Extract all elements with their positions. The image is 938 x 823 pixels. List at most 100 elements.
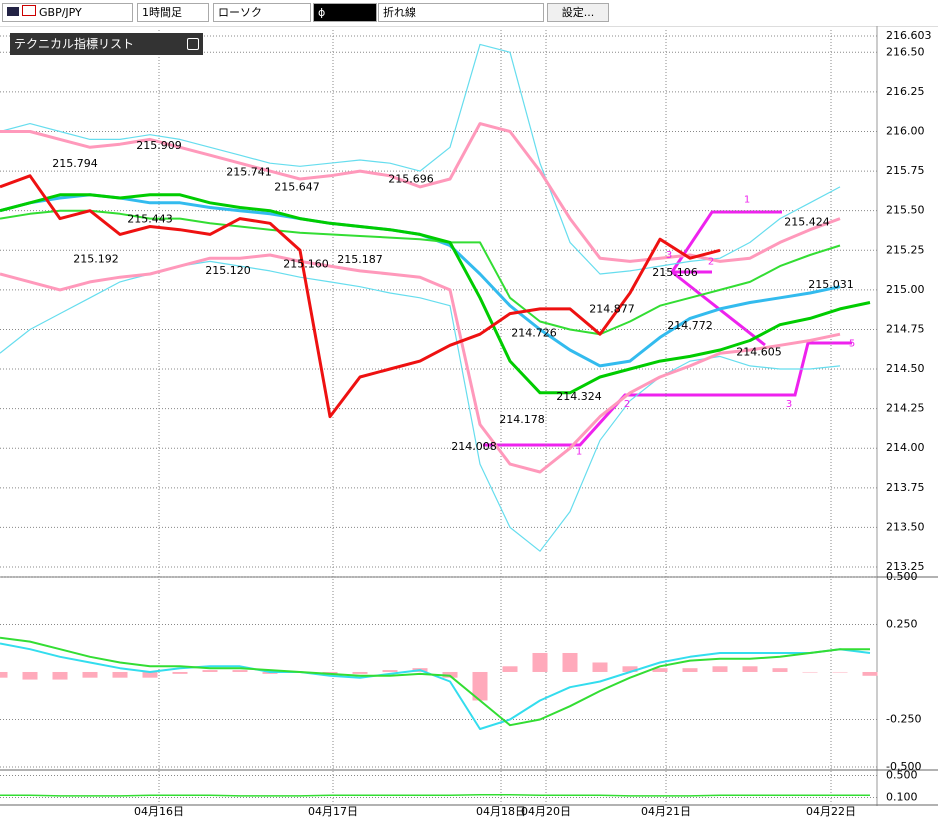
pair-select[interactable]: GBP/JPY	[2, 3, 133, 22]
y-tick-label: 0.500	[886, 769, 918, 782]
line-style: 折れ線	[383, 6, 416, 19]
price-annotation: 214.605	[736, 345, 782, 358]
x-tick-label: 04月22日	[806, 805, 856, 818]
histogram-bar	[22, 671, 38, 680]
y-tick-label: 214.50	[886, 362, 925, 375]
price-annotation: 214.178	[499, 413, 545, 426]
y-tick-label: 0.500	[886, 570, 918, 583]
wave-label: 1	[744, 195, 750, 206]
histogram-bar	[0, 671, 8, 678]
histogram-bar	[52, 671, 68, 680]
wave-label: 2	[708, 256, 714, 267]
series-line	[0, 174, 721, 419]
price-annotation: 214.324	[556, 390, 602, 403]
y-tick-label: 213.75	[886, 481, 925, 494]
y-tick-label: 215.00	[886, 283, 925, 296]
y-tick-label: 215.50	[886, 204, 925, 217]
histogram-bar	[82, 671, 98, 678]
series-line	[0, 636, 870, 727]
y-tick-label: 214.00	[886, 441, 925, 454]
price-annotation: 215.160	[283, 258, 329, 271]
symbol: ϕ	[318, 6, 326, 19]
line-style-select[interactable]: 折れ線	[378, 3, 544, 22]
chart-style: ローソク	[218, 6, 262, 19]
wave-label: 3	[786, 399, 792, 410]
y-tick-label: 0.100	[886, 791, 918, 804]
histogram-bar	[772, 668, 788, 672]
histogram-bar	[232, 670, 248, 672]
pair: GBP/JPY	[39, 6, 82, 19]
series-line	[0, 193, 871, 395]
price-annotation: 215.443	[127, 213, 173, 226]
y-tick-label: 215.25	[886, 243, 925, 256]
histogram-bar	[562, 652, 578, 672]
y-tick-label: 214.25	[886, 402, 925, 415]
timeframe-select[interactable]: 1時間足	[137, 3, 209, 22]
price-annotation: 215.120	[205, 264, 251, 277]
price-annotation: 215.106	[652, 266, 698, 279]
price-annotation: 215.741	[226, 166, 272, 179]
price-annotation: 215.647	[274, 180, 320, 193]
series-line	[0, 122, 841, 263]
settings: 設定...	[561, 6, 595, 19]
histogram-bar	[532, 652, 548, 672]
series-line	[0, 794, 870, 797]
y-tick-label: 213.50	[886, 520, 925, 533]
price-annotation: 214.772	[667, 319, 713, 332]
y-tick-label: 216.603	[886, 29, 932, 42]
y-tick-label: 216.50	[886, 45, 925, 58]
y-tick-label: 216.00	[886, 124, 925, 137]
toolbar: GBP/JPY 1時間足 ローソク ϕ 折れ線 設定...	[0, 0, 938, 27]
wave-label: 2	[624, 399, 630, 410]
price-annotation: 215.031	[808, 278, 854, 291]
y-tick-label: 0.250	[886, 617, 918, 630]
y-tick-label: 216.25	[886, 85, 925, 98]
series-line	[0, 642, 871, 730]
y-tick-label: 215.75	[886, 164, 925, 177]
histogram-bar	[502, 666, 518, 672]
histogram-bar	[472, 671, 488, 701]
histogram-bar	[862, 671, 878, 676]
price-annotation: 215.909	[136, 139, 182, 152]
y-tick-label: -0.250	[886, 712, 921, 725]
histogram-bar	[682, 668, 698, 672]
y-tick-label: -0.500	[886, 760, 921, 773]
chart: 213.25 213.50 213.75 214.00 214.25 214.50 214.…	[0, 26, 938, 818]
plot-root: 213.25 213.50 213.75 214.00 214.25 214.50 214.…	[0, 26, 938, 818]
indicator-panel[interactable]: テクニカル指標リスト	[10, 33, 203, 55]
wave-label: 1	[576, 446, 582, 457]
price-annotation: 215.424	[784, 216, 830, 229]
price-annotation: 215.794	[52, 157, 98, 170]
x-tick-label: 04月16日	[134, 805, 184, 818]
histogram-bar	[382, 670, 398, 672]
price-annotation: 214.726	[511, 326, 557, 339]
series-line	[0, 43, 841, 275]
histogram-bar	[202, 670, 218, 672]
y-tick-label: 213.25	[886, 560, 925, 573]
x-tick-label: 04月18日	[476, 805, 526, 818]
price-annotation: 214.877	[589, 302, 635, 315]
histogram-bar	[832, 671, 848, 673]
wave-label: 3	[666, 250, 672, 261]
histogram-bar	[172, 671, 188, 674]
y-tick-label: 214.75	[886, 322, 925, 335]
symbol-select[interactable]: ϕ	[313, 3, 377, 22]
x-tick-label: 04月20日	[521, 805, 571, 818]
settings-button[interactable]: 設定...	[547, 3, 609, 22]
histogram-bar	[352, 671, 368, 674]
series-line	[0, 209, 841, 336]
price-annotation: 215.696	[388, 173, 434, 186]
price-annotation: 215.187	[337, 253, 383, 266]
histogram-bar	[622, 666, 638, 672]
histogram-bar	[712, 666, 728, 672]
wave-label: 5	[849, 339, 855, 350]
histogram-bar	[592, 662, 608, 672]
timeframe: 1時間足	[142, 6, 182, 19]
series-line	[0, 253, 841, 474]
x-tick-label: 04月17日	[308, 805, 358, 818]
price-annotation: 215.192	[73, 252, 119, 265]
price-annotation: 214.008	[451, 440, 497, 453]
histogram-bar	[652, 668, 668, 672]
histogram-bar	[802, 671, 818, 673]
style-select[interactable]: ローソク	[213, 3, 311, 22]
